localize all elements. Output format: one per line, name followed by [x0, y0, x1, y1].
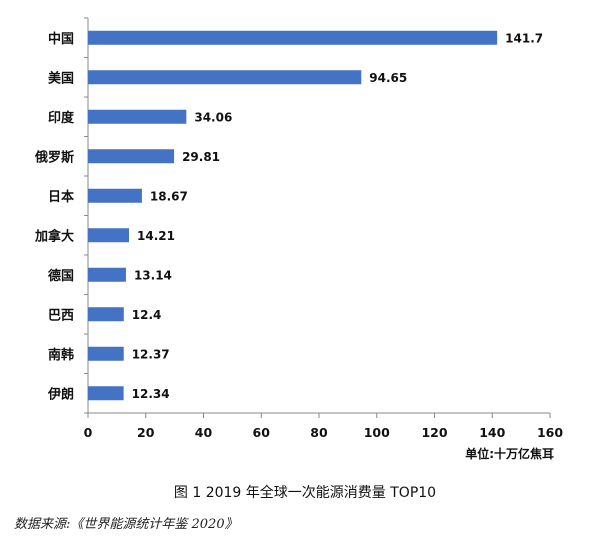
x-tick-label: 60 [253, 425, 271, 440]
bar-6 [88, 267, 126, 282]
data-source-note: 数据来源:《世界能源统计年鉴 2020》 [14, 517, 238, 532]
category-label: 美国 [48, 70, 74, 86]
value-label: 13.14 [134, 268, 172, 282]
value-label: 12.34 [132, 387, 170, 401]
category-label: 中国 [48, 31, 74, 47]
bar-0 [88, 30, 498, 45]
category-label: 加拿大 [34, 228, 74, 244]
value-label: 14.21 [137, 229, 175, 243]
category-label: 日本 [48, 189, 74, 205]
category-label: 德国 [48, 268, 74, 284]
bar-5 [88, 228, 130, 243]
bar-3 [88, 149, 175, 164]
category-label: 南韩 [48, 347, 74, 363]
x-tick-label: 40 [195, 425, 213, 440]
x-tick-label: 0 [84, 425, 93, 440]
value-label: 94.65 [369, 71, 407, 85]
bar-8 [88, 346, 124, 361]
value-label: 18.67 [150, 189, 188, 203]
value-label: 29.81 [182, 150, 220, 164]
value-label: 141.7 [505, 31, 543, 45]
x-tick-label: 160 [537, 425, 563, 440]
category-label: 俄罗斯 [34, 149, 74, 165]
figure-caption: 图 1 2019 年全球一次能源消费量 TOP10 [173, 485, 437, 501]
value-label: 12.37 [132, 347, 170, 361]
category-label: 伊朗 [47, 386, 74, 402]
x-tick-label: 140 [479, 425, 505, 440]
bar-4 [88, 188, 142, 203]
bar-1 [88, 70, 362, 85]
x-tick-label: 120 [421, 425, 447, 440]
value-label: 12.4 [132, 308, 162, 322]
x-tick-label: 80 [310, 425, 328, 440]
category-label: 巴西 [48, 308, 74, 323]
x-tick-label: 20 [137, 425, 155, 440]
bar-7 [88, 307, 124, 322]
category-label: 印度 [48, 110, 75, 126]
bar-9 [88, 386, 124, 401]
x-tick-label: 100 [364, 425, 390, 440]
value-label: 34.06 [194, 110, 232, 124]
unit-label: 单位:十万亿焦耳 [465, 446, 554, 461]
bar-2 [88, 109, 187, 124]
